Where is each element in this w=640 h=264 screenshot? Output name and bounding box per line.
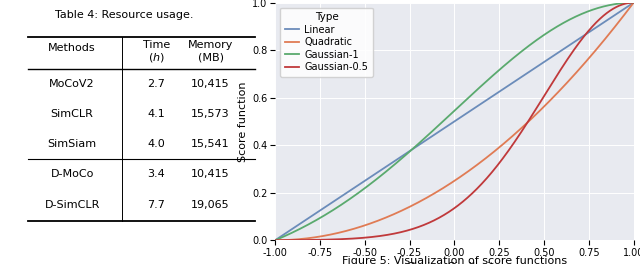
Text: D-MoCo: D-MoCo xyxy=(51,169,94,180)
Gaussian-0.5 xyxy=(429,219,437,223)
Text: SimSiam: SimSiam xyxy=(47,139,97,149)
Linear xyxy=(271,239,279,242)
Text: 19,065: 19,065 xyxy=(191,200,230,210)
Linear xyxy=(429,134,437,137)
Quadratic xyxy=(271,239,279,242)
Gaussian-1 xyxy=(416,141,424,144)
Text: 7.7: 7.7 xyxy=(147,200,165,210)
X-axis label: Cosine Similarity: Cosine Similarity xyxy=(408,262,501,264)
Gaussian-1 xyxy=(271,239,279,242)
Text: Methods: Methods xyxy=(48,43,96,53)
Quadratic xyxy=(557,87,565,91)
Linear xyxy=(518,76,525,79)
Gaussian-0.5 xyxy=(271,239,279,242)
Gaussian-0.5 xyxy=(551,78,559,81)
Gaussian-1 xyxy=(429,129,437,132)
Linear xyxy=(557,49,565,52)
Text: D-SimCLR: D-SimCLR xyxy=(44,200,100,210)
Gaussian-1 xyxy=(557,23,565,26)
Gaussian-0.5 xyxy=(557,67,565,70)
Text: 2.7: 2.7 xyxy=(147,79,165,89)
Text: 4.0: 4.0 xyxy=(147,139,165,149)
Text: ($h$): ($h$) xyxy=(148,51,164,64)
Gaussian-0.5 xyxy=(630,1,637,4)
Text: 4.1: 4.1 xyxy=(147,109,165,119)
Line: Gaussian-0.5: Gaussian-0.5 xyxy=(275,3,634,240)
Gaussian-1 xyxy=(308,221,316,224)
Gaussian-1 xyxy=(630,1,637,4)
Text: SimCLR: SimCLR xyxy=(51,109,93,119)
Text: 15,573: 15,573 xyxy=(191,109,230,119)
Gaussian-1 xyxy=(518,50,525,53)
Linear xyxy=(308,214,316,218)
Quadratic xyxy=(518,127,525,130)
Quadratic xyxy=(630,1,637,4)
Text: Memory: Memory xyxy=(188,40,233,50)
Gaussian-0.5 xyxy=(416,225,424,228)
Quadratic xyxy=(308,236,316,239)
Text: (MB): (MB) xyxy=(198,52,223,62)
Gaussian-1 xyxy=(551,26,559,30)
Line: Linear: Linear xyxy=(275,3,634,240)
Text: Figure 5: Visualization of score functions: Figure 5: Visualization of score functio… xyxy=(342,256,567,264)
Y-axis label: Score function: Score function xyxy=(238,81,248,162)
Quadratic xyxy=(551,94,559,97)
Gaussian-0.5 xyxy=(518,130,525,134)
Line: Gaussian-1: Gaussian-1 xyxy=(275,3,634,240)
Quadratic xyxy=(416,200,424,203)
Gaussian-0.5 xyxy=(308,238,316,242)
Text: 15,541: 15,541 xyxy=(191,139,230,149)
Text: MoCoV2: MoCoV2 xyxy=(49,79,95,89)
Quadratic xyxy=(429,192,437,196)
Text: 10,415: 10,415 xyxy=(191,169,230,180)
Linear xyxy=(551,53,559,56)
Legend: Linear, Quadratic, Gaussian-1, Gaussian-0.5: Linear, Quadratic, Gaussian-1, Gaussian-… xyxy=(280,7,373,77)
Text: Time: Time xyxy=(143,40,170,50)
Linear xyxy=(630,1,637,4)
Linear xyxy=(416,143,424,146)
Text: 10,415: 10,415 xyxy=(191,79,230,89)
Text: Table 4: Resource usage.: Table 4: Resource usage. xyxy=(55,11,193,21)
Line: Quadratic: Quadratic xyxy=(275,3,634,240)
Text: 3.4: 3.4 xyxy=(147,169,165,180)
